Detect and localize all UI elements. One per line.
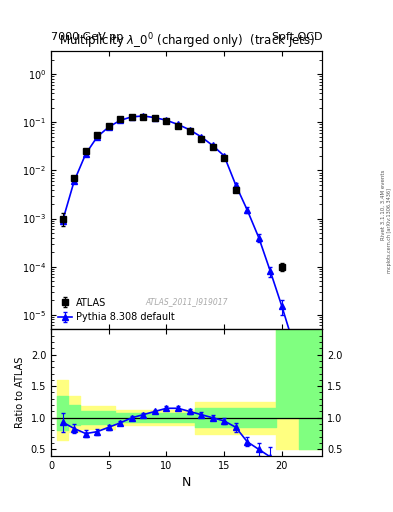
- Y-axis label: Ratio to ATLAS: Ratio to ATLAS: [15, 357, 25, 428]
- Title: Multiplicity $\lambda\_0^0$ (charged only)  (track jets): Multiplicity $\lambda\_0^0$ (charged onl…: [59, 32, 314, 51]
- Text: ATLAS_2011_I919017: ATLAS_2011_I919017: [145, 297, 228, 306]
- Text: 7000 GeV pp: 7000 GeV pp: [51, 32, 123, 42]
- Text: Soft QCD: Soft QCD: [272, 32, 322, 42]
- Text: Rivet 3.1.10, 3.4M events: Rivet 3.1.10, 3.4M events: [381, 169, 386, 240]
- Text: mcplots.cern.ch [arXiv:1306.3436]: mcplots.cern.ch [arXiv:1306.3436]: [387, 188, 391, 273]
- Legend: ATLAS, Pythia 8.308 default: ATLAS, Pythia 8.308 default: [56, 295, 177, 325]
- X-axis label: N: N: [182, 476, 191, 489]
